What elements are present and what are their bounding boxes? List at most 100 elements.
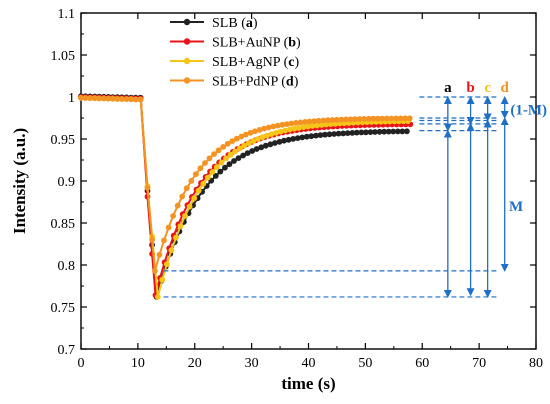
arrow-tag-b: b [466, 80, 474, 96]
data-point [363, 129, 369, 136]
data-point [347, 116, 354, 123]
data-point [334, 116, 340, 123]
data-point [240, 152, 247, 159]
data-point [259, 134, 266, 141]
y-tick-label: 0.7 [58, 343, 76, 358]
data-point [91, 95, 98, 102]
arrow-group-c: c [483, 80, 492, 298]
legend-series-tag: d [286, 75, 294, 90]
data-point [152, 268, 158, 274]
x-tick-label: 60 [415, 356, 429, 371]
data-point [290, 136, 296, 142]
data-point [303, 133, 310, 140]
data-point [161, 237, 167, 244]
data-point [211, 151, 218, 158]
series-d [78, 94, 413, 274]
data-point [324, 117, 331, 124]
legend-series-tag: b [288, 36, 296, 51]
data-point [390, 128, 397, 135]
arrow-group-b: b [466, 80, 475, 297]
data-point [96, 95, 103, 102]
y-tick-label: 0.95 [51, 133, 76, 148]
data-point [385, 128, 392, 135]
data-point [338, 116, 345, 123]
data-point [215, 147, 222, 154]
data-point [335, 130, 342, 137]
data-point [226, 161, 233, 168]
data-point [268, 131, 275, 138]
annotation-layer: a b c d(1-M) M [163, 80, 547, 298]
arrow-tag-a: a [444, 80, 452, 96]
data-point [293, 120, 299, 126]
data-point [311, 118, 318, 124]
x-tick-label: 0 [78, 356, 85, 371]
data-point [317, 132, 324, 139]
data-point [291, 125, 298, 132]
data-point [193, 171, 199, 178]
data-point [320, 117, 327, 124]
data-point [365, 115, 372, 122]
data-point [318, 122, 325, 128]
data-point [315, 117, 322, 124]
legend-marker-c [183, 57, 191, 65]
x-tick-label: 40 [302, 356, 316, 371]
data-point [353, 129, 360, 136]
data-point [361, 116, 368, 122]
data-point [306, 118, 313, 125]
data-point [349, 130, 356, 136]
y-tick-label: 0.85 [51, 217, 76, 232]
data-point [394, 128, 401, 135]
data-point [241, 142, 248, 149]
data-point [281, 137, 287, 144]
data-point [329, 117, 336, 123]
data-point [279, 121, 286, 128]
data-point [344, 130, 351, 137]
data-point [308, 133, 315, 140]
arrow-tag-d: d [501, 80, 510, 96]
data-point [245, 140, 252, 147]
data-point [164, 261, 170, 268]
data-point [243, 131, 249, 138]
data-point [297, 119, 304, 126]
arrow-group-a: a [443, 80, 452, 298]
data-point [179, 193, 186, 200]
plot-border [80, 12, 537, 350]
data-point [224, 140, 231, 147]
data-point [217, 168, 224, 175]
legend-paren-close: ) [294, 55, 299, 70]
legend-paren-open: ( [238, 16, 247, 31]
x-tick-label: 80 [529, 356, 543, 371]
legend-series-name: SLB+PdNP [212, 75, 278, 90]
legend-label-c: SLB+AgNP (c) [212, 55, 299, 70]
data-point [159, 276, 166, 283]
data-point [372, 129, 378, 135]
data-point [252, 128, 258, 135]
data-point [397, 115, 404, 122]
data-point [262, 142, 269, 149]
data-point [258, 144, 265, 151]
data-point [177, 223, 184, 230]
legend: SLB (a)SLB+AuNP (b)SLB+AgNP (c)SLB+PdNP … [170, 16, 301, 90]
data-point [170, 213, 177, 219]
data-point [220, 144, 227, 150]
data-point [137, 96, 144, 103]
x-axis-label: time (s) [281, 374, 335, 393]
data-point [302, 119, 308, 125]
legend-paren-open: ( [278, 75, 287, 90]
data-point [209, 169, 216, 175]
data-point [284, 121, 290, 127]
legend-label-d: SLB+PdNP (d) [212, 75, 299, 90]
data-point [270, 123, 277, 130]
data-point [314, 122, 320, 129]
data-point [309, 123, 316, 129]
legend-marker-b [183, 38, 191, 45]
legend-label-b: SLB+AuNP (b) [212, 36, 301, 51]
data-point [231, 158, 237, 164]
data-point [285, 136, 292, 143]
data-point [114, 96, 121, 102]
data-point [299, 134, 306, 141]
data-point [174, 202, 181, 209]
data-point [229, 138, 236, 145]
data-point [195, 187, 202, 194]
data-point [384, 115, 390, 122]
